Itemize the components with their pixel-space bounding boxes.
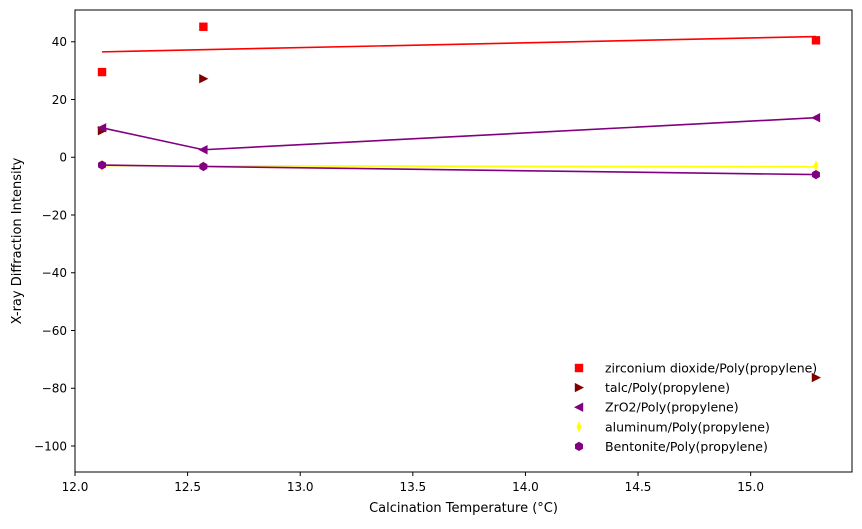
y-tick-label: −80 (42, 382, 67, 396)
y-tick-label: −100 (34, 439, 67, 453)
x-tick-label: 13.0 (287, 480, 314, 494)
data-point-bentonite-poly-propylene (98, 160, 107, 170)
data-point-zirconium-dioxide-poly-propylene (199, 22, 208, 31)
legend-item-aluminum-poly-propylene: aluminum/Poly(propylene) (576, 419, 770, 434)
x-tick-label: 14.0 (512, 480, 539, 494)
data-point-bentonite-poly-propylene (199, 161, 208, 172)
fit-line-zro2-poly-propylene (101, 116, 817, 151)
legend-marker-talc-poly-propylene (574, 382, 584, 393)
legend-marker-aluminum-poly-propylene (576, 421, 582, 433)
y-axis: 40 20 0 −20 −40 −60 −80 −100 (34, 35, 75, 453)
x-axis-label: Calcination Temperature (°C) (369, 501, 558, 516)
legend-marker-zirconium-dioxide-poly-propylene (574, 363, 584, 373)
legend-marker-zro2-poly-propylene (574, 402, 584, 412)
data-point-bentonite-poly-propylene (811, 169, 820, 180)
plot-frame (74, 9, 853, 473)
y-tick-label: 0 (59, 151, 67, 165)
data-point-zirconium-dioxide-poly-propylene (811, 36, 821, 45)
legend-label: ZrO2/Poly(propylene) (605, 400, 739, 415)
legend-item-zro2-poly-propylene: ZrO2/Poly(propylene) (574, 400, 739, 415)
legend-label: aluminum/Poly(propylene) (605, 419, 770, 434)
legend-item-talc-poly-propylene: talc/Poly(propylene) (574, 380, 730, 395)
y-tick-label: 20 (52, 93, 67, 107)
y-tick-label: −60 (42, 324, 67, 338)
fit-line-aluminum-poly-propylene (102, 164, 816, 168)
data-point-zro2-poly-propylene (810, 113, 821, 123)
layer-fit-lines (101, 35, 817, 176)
data-point-talc-poly-propylene (811, 372, 821, 383)
data-point-aluminum-poly-propylene (813, 160, 819, 172)
data-point-zirconium-dioxide-poly-propylene (97, 67, 107, 77)
x-tick-label: 12.0 (62, 480, 89, 494)
legend-label: talc/Poly(propylene) (605, 380, 730, 395)
y-tick-label: −20 (42, 208, 67, 222)
x-tick-label: 15.0 (737, 480, 764, 494)
x-tick-label: 12.5 (174, 480, 201, 494)
legend-label: Bentonite/Poly(propylene) (605, 439, 768, 454)
data-point-zro2-poly-propylene (198, 145, 208, 155)
legend: zirconium dioxide/Poly(propylene) talc/Po… (574, 361, 817, 454)
fit-line-zirconium-dioxide-poly-propylene (102, 35, 816, 53)
legend-item-zirconium-dioxide-poly-propylene: zirconium dioxide/Poly(propylene) (574, 361, 817, 376)
x-axis: 12.0 12.5 13.0 13.5 14.0 14.5 15.0 (62, 472, 764, 494)
legend-label: zirconium dioxide/Poly(propylene) (605, 361, 817, 376)
data-point-zro2-poly-propylene (97, 123, 107, 133)
legend-marker-bentonite-poly-propylene (575, 441, 583, 451)
y-axis-label: X-ray Diffraction Intensity (10, 157, 25, 324)
y-tick-label: −40 (42, 266, 67, 280)
legend-item-bentonite-poly-propylene: Bentonite/Poly(propylene) (575, 439, 768, 454)
x-tick-label: 13.5 (399, 480, 426, 494)
y-tick-label: 40 (52, 35, 67, 49)
x-tick-label: 14.5 (625, 480, 652, 494)
layer-markers (97, 22, 821, 383)
data-point-talc-poly-propylene (199, 74, 209, 84)
